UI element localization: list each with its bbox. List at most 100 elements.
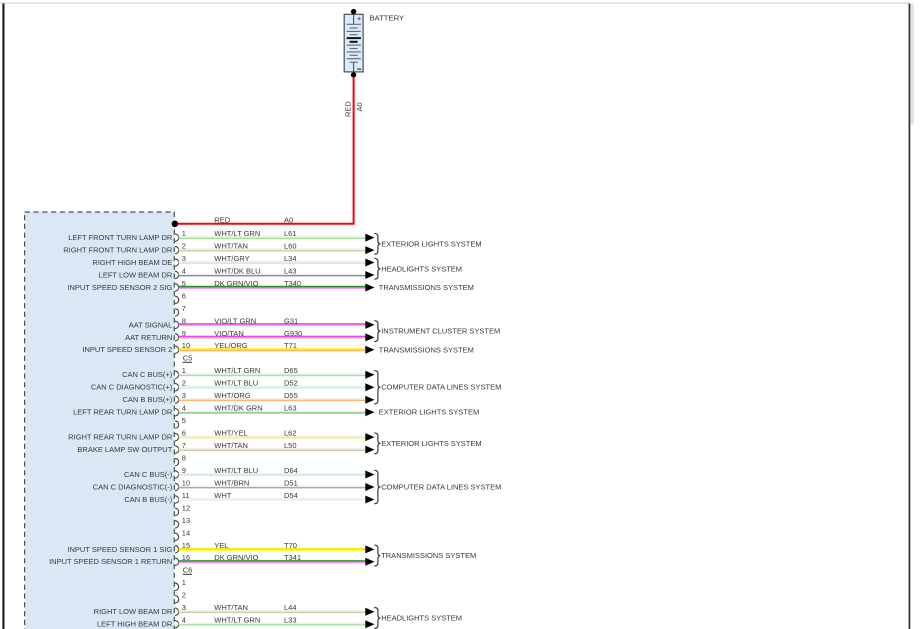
svg-text:WHT/GRY: WHT/GRY: [214, 254, 249, 263]
svg-text:1: 1: [182, 578, 186, 587]
svg-text:WHT/TAN: WHT/TAN: [214, 603, 248, 612]
svg-text:TRANSMISSIONS SYSTEM: TRANSMISSIONS SYSTEM: [379, 283, 474, 292]
svg-text:+: +: [357, 14, 362, 23]
svg-text:RIGHT REAR TURN LAMP DR: RIGHT REAR TURN LAMP DR: [68, 433, 173, 442]
svg-text:3: 3: [182, 254, 186, 263]
svg-text:WHT/LT GRN: WHT/LT GRN: [214, 229, 260, 238]
svg-text:CAN C BUS(-): CAN C BUS(-): [124, 470, 173, 479]
svg-text:2: 2: [182, 379, 186, 388]
svg-text:WHT/LT BLU: WHT/LT BLU: [214, 379, 258, 388]
svg-text:BATTERY: BATTERY: [369, 13, 404, 22]
svg-text:D51: D51: [284, 478, 298, 487]
svg-text:D52: D52: [284, 379, 298, 388]
svg-text:VIO/LT GRN: VIO/LT GRN: [214, 316, 256, 325]
svg-text:A0: A0: [355, 102, 364, 111]
svg-text:CAN B BUS(+): CAN B BUS(+): [122, 395, 172, 404]
svg-text:L61: L61: [284, 229, 297, 238]
svg-text:EXTERIOR LIGHTS SYSTEM: EXTERIOR LIGHTS SYSTEM: [381, 439, 481, 448]
svg-text:4: 4: [182, 404, 186, 413]
svg-text:COMPUTER DATA LINES SYSTEM: COMPUTER DATA LINES SYSTEM: [381, 383, 501, 392]
svg-text:3: 3: [182, 603, 186, 612]
svg-text:INSTRUMENT CLUSTER SYSTEM: INSTRUMENT CLUSTER SYSTEM: [381, 327, 500, 336]
svg-text:T340: T340: [284, 279, 301, 288]
svg-text:9: 9: [182, 329, 186, 338]
svg-text:C5: C5: [183, 354, 193, 363]
svg-text:WHT: WHT: [214, 491, 231, 500]
svg-text:10: 10: [182, 478, 190, 487]
svg-text:AAT SIGNAL: AAT SIGNAL: [129, 320, 173, 329]
svg-text:BRAKE LAMP SW OUTPUT: BRAKE LAMP SW OUTPUT: [77, 445, 172, 454]
svg-text:WHT/LT GRN: WHT/LT GRN: [214, 616, 260, 625]
svg-text:1: 1: [182, 229, 186, 238]
svg-text:L44: L44: [284, 603, 297, 612]
svg-text:L62: L62: [284, 429, 297, 438]
svg-text:3: 3: [182, 391, 186, 400]
svg-text:WHT/TAN: WHT/TAN: [214, 242, 248, 251]
svg-text:6: 6: [182, 429, 186, 438]
svg-text:D64: D64: [284, 466, 298, 475]
svg-text:6: 6: [182, 291, 186, 300]
svg-text:LEFT FRONT TURN LAMP DR: LEFT FRONT TURN LAMP DR: [68, 233, 173, 242]
svg-text:TRANSMISSIONS SYSTEM: TRANSMISSIONS SYSTEM: [379, 345, 474, 354]
svg-text:WHT/ORG: WHT/ORG: [214, 391, 250, 400]
svg-text:LEFT LOW BEAM DR: LEFT LOW BEAM DR: [99, 270, 173, 279]
svg-text:AAT RETURN: AAT RETURN: [125, 333, 172, 342]
svg-text:RIGHT HIGH BEAM DE: RIGHT HIGH BEAM DE: [92, 258, 172, 267]
svg-text:12: 12: [182, 503, 190, 512]
svg-text:A0: A0: [284, 215, 293, 224]
svg-text:RED: RED: [343, 101, 352, 117]
svg-text:TRANSMISSIONS SYSTEM: TRANSMISSIONS SYSTEM: [381, 551, 476, 560]
svg-text:EXTERIOR LIGHTS SYSTEM: EXTERIOR LIGHTS SYSTEM: [381, 239, 481, 248]
svg-text:T70: T70: [284, 541, 297, 550]
svg-text:HEADLIGHTS SYSTEM: HEADLIGHTS SYSTEM: [381, 613, 462, 622]
svg-text:DK GRN/VIO: DK GRN/VIO: [214, 279, 258, 288]
svg-text:INPUT SPEED SENSOR 1 RETURN: INPUT SPEED SENSOR 1 RETURN: [49, 557, 172, 566]
svg-text:INPUT SPEED SENSOR 1 SIG: INPUT SPEED SENSOR 1 SIG: [67, 545, 172, 554]
svg-text:13: 13: [182, 516, 190, 525]
svg-text:YEL/ORG: YEL/ORG: [214, 341, 248, 350]
svg-text:D65: D65: [284, 366, 298, 375]
svg-text:VIO/TAN: VIO/TAN: [214, 329, 243, 338]
svg-text:RIGHT LOW BEAM DR: RIGHT LOW BEAM DR: [94, 607, 173, 616]
svg-text:8: 8: [182, 316, 186, 325]
svg-text:HEADLIGHTS SYSTEM: HEADLIGHTS SYSTEM: [381, 264, 462, 273]
svg-text:2: 2: [182, 591, 186, 600]
svg-text:WHT/DK GRN: WHT/DK GRN: [214, 404, 262, 413]
svg-text:C6: C6: [183, 566, 193, 575]
svg-text:1: 1: [182, 366, 186, 375]
svg-text:L60: L60: [284, 242, 297, 251]
svg-text:CAN C BUS(+): CAN C BUS(+): [122, 370, 173, 379]
svg-text:8: 8: [182, 454, 186, 463]
svg-text:7: 7: [182, 304, 186, 313]
svg-text:9: 9: [182, 466, 186, 475]
svg-text:L43: L43: [284, 266, 297, 275]
svg-text:L33: L33: [284, 616, 297, 625]
svg-text:14: 14: [182, 528, 190, 537]
svg-text:4: 4: [182, 616, 186, 625]
svg-text:RIGHT FRONT TURN LAMP DR: RIGHT FRONT TURN LAMP DR: [63, 246, 173, 255]
svg-text:WHT/DK BLU: WHT/DK BLU: [214, 266, 260, 275]
svg-text:16: 16: [182, 553, 190, 562]
svg-text:10: 10: [182, 341, 190, 350]
svg-text:INPUT SPEED SENSOR 2 SIG: INPUT SPEED SENSOR 2 SIG: [67, 283, 172, 292]
svg-text:WHT/TAN: WHT/TAN: [214, 441, 248, 450]
svg-text:11: 11: [182, 491, 190, 500]
svg-text:INPUT SPEED SENSOR 2: INPUT SPEED SENSOR 2: [82, 345, 172, 354]
svg-text:T71: T71: [284, 341, 297, 350]
svg-text:T341: T341: [284, 553, 301, 562]
svg-text:2: 2: [182, 242, 186, 251]
svg-text:L50: L50: [284, 441, 297, 450]
svg-text:EXTERIOR LIGHTS SYSTEM: EXTERIOR LIGHTS SYSTEM: [379, 408, 479, 417]
svg-text:RED: RED: [214, 215, 230, 224]
svg-text:D55: D55: [284, 391, 298, 400]
svg-text:YEL: YEL: [214, 541, 228, 550]
svg-text:COMPUTER DATA LINES SYSTEM: COMPUTER DATA LINES SYSTEM: [381, 483, 501, 492]
svg-text:DK GRN/VIO: DK GRN/VIO: [214, 553, 258, 562]
svg-text:CAN B BUS(-): CAN B BUS(-): [124, 495, 172, 504]
svg-text:CAN C DIAGNOSTIC(+): CAN C DIAGNOSTIC(+): [91, 383, 173, 392]
svg-text:LEFT REAR TURN LAMP DR: LEFT REAR TURN LAMP DR: [73, 408, 173, 417]
svg-text:7: 7: [182, 441, 186, 450]
svg-text:L63: L63: [284, 404, 297, 413]
svg-text:WHT/LT GRN: WHT/LT GRN: [214, 366, 260, 375]
svg-text:WHT/BRN: WHT/BRN: [214, 478, 249, 487]
